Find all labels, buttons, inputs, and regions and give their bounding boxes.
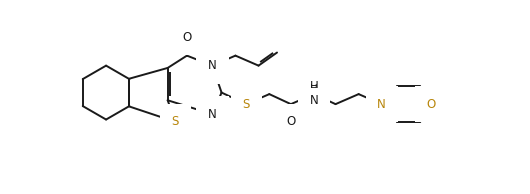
Text: H: H: [310, 84, 318, 94]
Text: O: O: [286, 115, 296, 128]
Text: H
N: H N: [310, 80, 319, 108]
Text: N: N: [310, 94, 319, 107]
Text: S: S: [172, 115, 179, 128]
Text: O: O: [182, 31, 191, 44]
Text: O: O: [427, 98, 436, 111]
Text: S: S: [243, 98, 250, 111]
Text: N: N: [208, 59, 217, 72]
Text: N: N: [377, 98, 386, 111]
Text: N: N: [208, 108, 217, 121]
